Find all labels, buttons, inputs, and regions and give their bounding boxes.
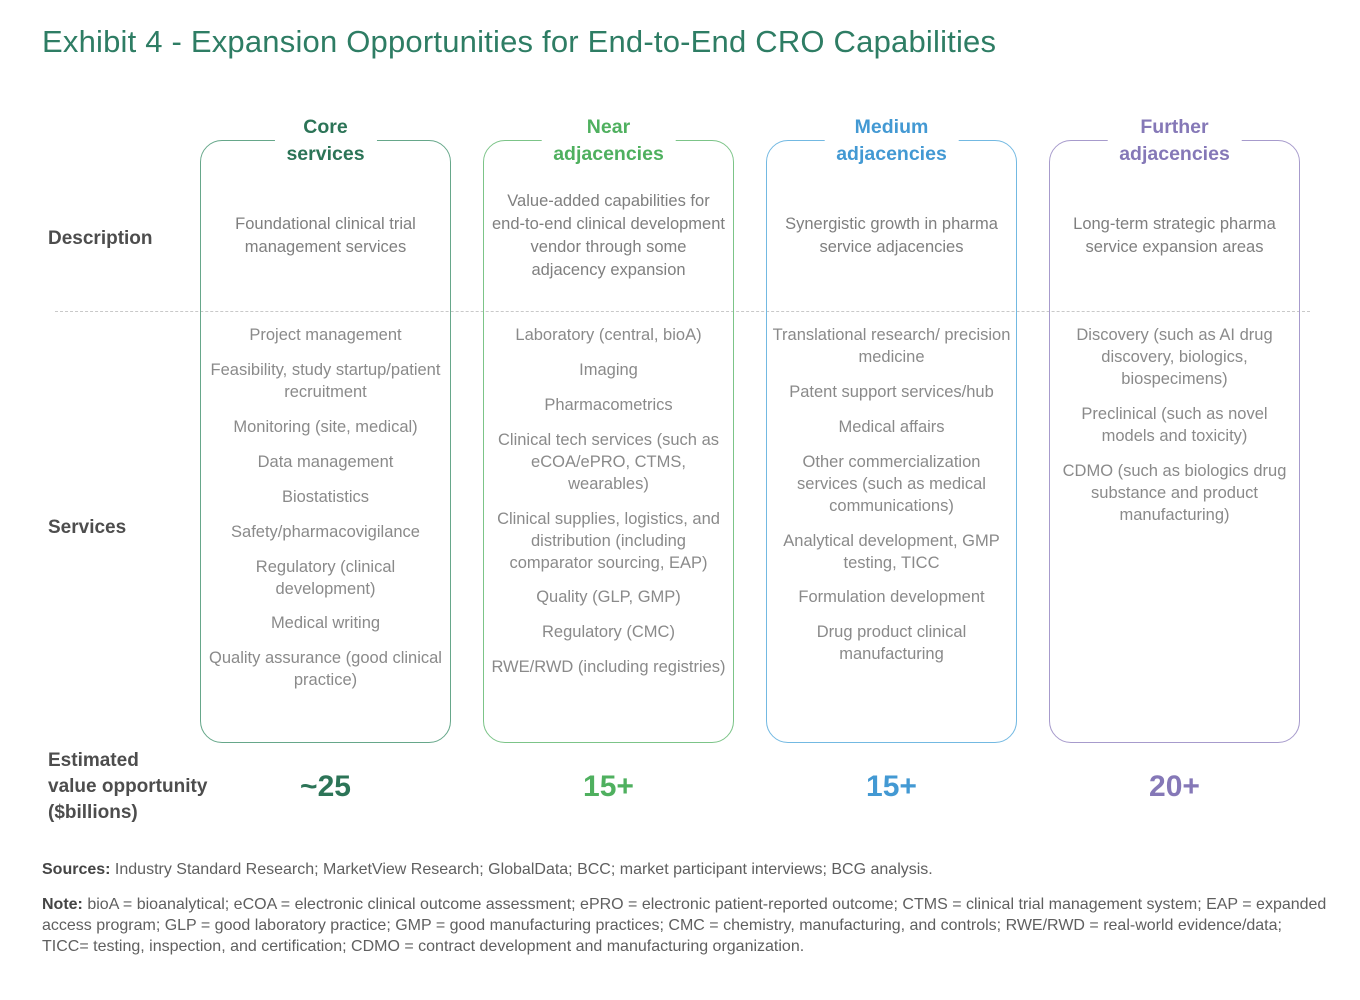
service-item: Clinical tech services (such as eCOA/ePR… bbox=[498, 430, 719, 493]
row-label-estimated-value-line2: value opportunity bbox=[48, 776, 208, 797]
column-header-line1: Further bbox=[1140, 116, 1209, 139]
service-item: Patent support services/hub bbox=[789, 382, 994, 401]
row-label-services: Services bbox=[48, 517, 127, 538]
service-item: Discovery (such as AI drug discovery, bi… bbox=[1076, 326, 1273, 388]
sources-line: Sources: Industry Standard Research; Mar… bbox=[42, 859, 1327, 880]
sources-text: Industry Standard Research; MarketView R… bbox=[114, 861, 933, 878]
column-further-adjacencies: Further adjacencies Long-term strategic … bbox=[1049, 113, 1300, 743]
value-medium-adjacencies: 15+ bbox=[866, 770, 917, 803]
service-item: Other commercialization services (such a… bbox=[797, 452, 986, 515]
service-item: Safety/pharmacovigilance bbox=[231, 522, 420, 541]
column-header-line2: adjacencies bbox=[836, 143, 947, 165]
service-item: Medical affairs bbox=[838, 417, 945, 436]
column-header-near-adjacencies: Near adjacencies bbox=[541, 113, 676, 169]
service-item: Data management bbox=[257, 452, 394, 471]
note-label: Note: bbox=[42, 896, 83, 913]
column-description-text: Long-term strategic pharma service expan… bbox=[1073, 215, 1276, 256]
service-item: Feasibility, study startup/patient recru… bbox=[210, 360, 441, 401]
sources-label: Sources: bbox=[42, 861, 111, 878]
column-header-line1: Medium bbox=[854, 116, 929, 139]
service-item: CDMO (such as biologics drug substance a… bbox=[1062, 461, 1287, 524]
service-item: Drug product clinical manufacturing bbox=[816, 623, 967, 664]
column-header-line1: Near bbox=[586, 116, 631, 139]
value-near-adjacencies: 15+ bbox=[583, 770, 634, 803]
column-header-line2: adjacencies bbox=[1119, 143, 1230, 165]
column-description-text: Synergistic growth in pharma service adj… bbox=[785, 215, 998, 256]
value-further-adjacencies: 20+ bbox=[1149, 770, 1200, 803]
column-header-core-services: Core services bbox=[274, 113, 377, 169]
description-services-divider bbox=[55, 311, 1310, 312]
service-item: RWE/RWD (including registries) bbox=[491, 658, 726, 677]
column-description-text: Foundational clinical trial management s… bbox=[235, 215, 416, 256]
service-item: Project management bbox=[249, 326, 402, 344]
service-item: Quality assurance (good clinical practic… bbox=[209, 649, 442, 690]
service-item: Regulatory (clinical development) bbox=[255, 557, 396, 598]
service-item: Pharmacometrics bbox=[544, 395, 673, 414]
service-item: Quality (GLP, GMP) bbox=[536, 588, 681, 607]
service-item: Translational research/ precision medici… bbox=[772, 326, 1011, 366]
service-item: Biostatistics bbox=[281, 487, 370, 506]
column-header-line2: adjacencies bbox=[553, 143, 664, 165]
column-services-list: Translational research/ precision medici… bbox=[772, 325, 1011, 679]
column-services-list: Project management Feasibility, study sta… bbox=[206, 325, 445, 705]
service-item: Imaging bbox=[579, 360, 638, 379]
service-item: Preclinical (such as novel models and to… bbox=[1081, 404, 1268, 445]
note-text: bioA = bioanalytical; eCOA = electronic … bbox=[42, 896, 1327, 955]
service-item: Formulation development bbox=[798, 588, 985, 607]
service-item: Laboratory (central, bioA) bbox=[515, 326, 702, 344]
row-label-description: Description bbox=[48, 228, 153, 249]
exhibit-title: Exhibit 4 - Expansion Opportunities for … bbox=[42, 24, 997, 59]
column-description-text: Value-added capabilities for end-to-end … bbox=[492, 192, 725, 279]
row-label-estimated-value: Estimated value opportunity ($billions) bbox=[48, 748, 207, 826]
column-core-services: Core services Foundational clinical tria… bbox=[200, 113, 451, 743]
note-paragraph: Note: bioA = bioanalytical; eCOA = elect… bbox=[42, 894, 1327, 957]
service-item: Analytical development, GMP testing, TIC… bbox=[783, 531, 1000, 572]
column-header-medium-adjacencies: Medium adjacencies bbox=[824, 113, 959, 169]
column-header-line1: Core bbox=[303, 116, 348, 139]
value-core-services: ~25 bbox=[300, 770, 351, 803]
column-services-list: Laboratory (central, bioA) Imaging Pharmac… bbox=[489, 325, 728, 692]
column-header-further-adjacencies: Further adjacencies bbox=[1107, 113, 1242, 169]
service-item: Monitoring (site, medical) bbox=[233, 417, 418, 436]
row-label-estimated-value-line3: ($billions) bbox=[48, 802, 138, 823]
column-header-line2: services bbox=[286, 143, 365, 165]
row-label-estimated-value-line1: Estimated bbox=[48, 750, 139, 771]
column-medium-adjacencies: Medium adjacencies Synergistic growth in… bbox=[766, 113, 1017, 743]
column-services-list: Discovery (such as AI drug discovery, bi… bbox=[1055, 325, 1294, 540]
service-item: Regulatory (CMC) bbox=[542, 623, 675, 642]
service-item: Medical writing bbox=[270, 614, 381, 633]
service-item: Clinical supplies, logistics, and distri… bbox=[497, 509, 720, 572]
column-near-adjacencies: Near adjacencies Value-added capabilitie… bbox=[483, 113, 734, 743]
